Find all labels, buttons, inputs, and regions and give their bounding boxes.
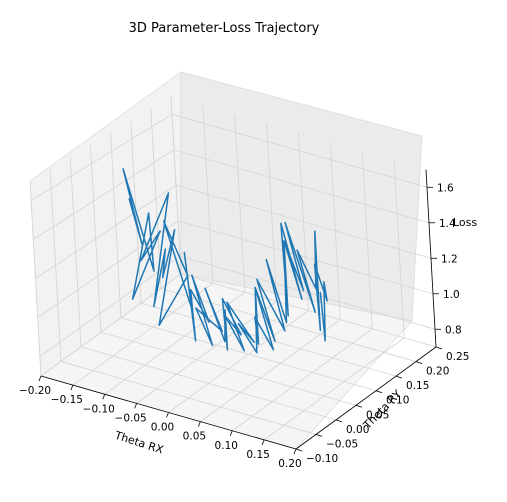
z-tick-label: 1.0: [443, 289, 460, 301]
x-tick: [166, 412, 169, 418]
grid-line-x: [263, 337, 405, 441]
grid-line-x: [136, 301, 277, 404]
y-tick: [435, 346, 443, 350]
y-tick: [295, 448, 303, 452]
grid-line-y: [80, 346, 337, 421]
trajectory-line: [122, 168, 328, 354]
x-tick: [229, 430, 233, 436]
grid-line-z: [37, 220, 179, 318]
y-tick-label: 0.25: [446, 351, 469, 363]
grid-line-x: [168, 310, 309, 413]
grid-line-y: [100, 331, 357, 406]
grid-line-z: [171, 113, 428, 188]
z-tick-label: 1.6: [437, 182, 454, 194]
x-tick-label: 0.05: [183, 431, 206, 443]
grid-line-z: [39, 255, 181, 357]
y-tick-label: 0.10: [386, 395, 409, 407]
z-tick-label: 0.8: [445, 324, 462, 336]
grid-line-z: [173, 149, 430, 224]
x-tick-label: −0.20: [19, 385, 51, 397]
z-axis-label: Loss: [453, 216, 477, 229]
series-line: [122, 168, 328, 354]
grid-line-z: [175, 184, 432, 259]
y-tick-label: 0.00: [346, 424, 369, 436]
grid-line-z: [177, 220, 434, 295]
y-tick-label: −0.05: [326, 438, 358, 450]
x-tick-label: −0.10: [83, 403, 115, 415]
grid-line-x: [200, 319, 341, 422]
grid-line-y: [120, 317, 377, 392]
y-tick-label: 0.15: [406, 380, 429, 392]
y-tick: [415, 361, 423, 364]
grid-line-y: [60, 361, 317, 435]
x-tick-label: 0.10: [215, 440, 238, 452]
axes: −0.20−0.15−0.10−0.050.000.050.100.150.20…: [19, 169, 469, 470]
chart-title: 3D Parameter-Loss Trajectory: [129, 21, 320, 36]
grid-line-z: [35, 184, 177, 279]
x-tick-label: 0.00: [151, 422, 174, 434]
y-tick-label: 0.05: [366, 409, 389, 421]
grid-lines: [29, 96, 437, 450]
x-tick-label: 0.15: [246, 449, 269, 461]
x-tick: [261, 439, 265, 446]
x-tick: [198, 421, 201, 427]
x-tick-label: −0.05: [115, 412, 147, 424]
grid-line-y: [160, 288, 417, 362]
grid-line-z: [30, 113, 173, 201]
x-tick-label: 0.20: [278, 458, 301, 470]
y-tick: [315, 434, 323, 437]
z-tick-label: 1.4: [439, 218, 456, 230]
x-tick: [70, 384, 74, 391]
y-tick: [335, 419, 343, 423]
x-tick: [102, 394, 106, 400]
grid-line-z: [179, 255, 436, 330]
y-tick-label: 0.20: [426, 366, 449, 378]
y-tick: [355, 404, 363, 408]
grid-line-y: [180, 273, 437, 348]
y-tick: [395, 375, 403, 379]
grid-line-x: [232, 328, 373, 432]
x-tick: [38, 375, 42, 382]
x-tick: [293, 448, 297, 455]
y-axis-line: [295, 346, 437, 450]
grid-line-z: [33, 149, 175, 240]
y-tick: [375, 390, 383, 394]
y-tick-label: −0.10: [306, 453, 338, 465]
x-tick-label: −0.15: [51, 394, 83, 406]
grid-line-x: [104, 291, 245, 395]
x-tick: [134, 403, 137, 409]
z-tick-label: 1.2: [441, 253, 458, 265]
